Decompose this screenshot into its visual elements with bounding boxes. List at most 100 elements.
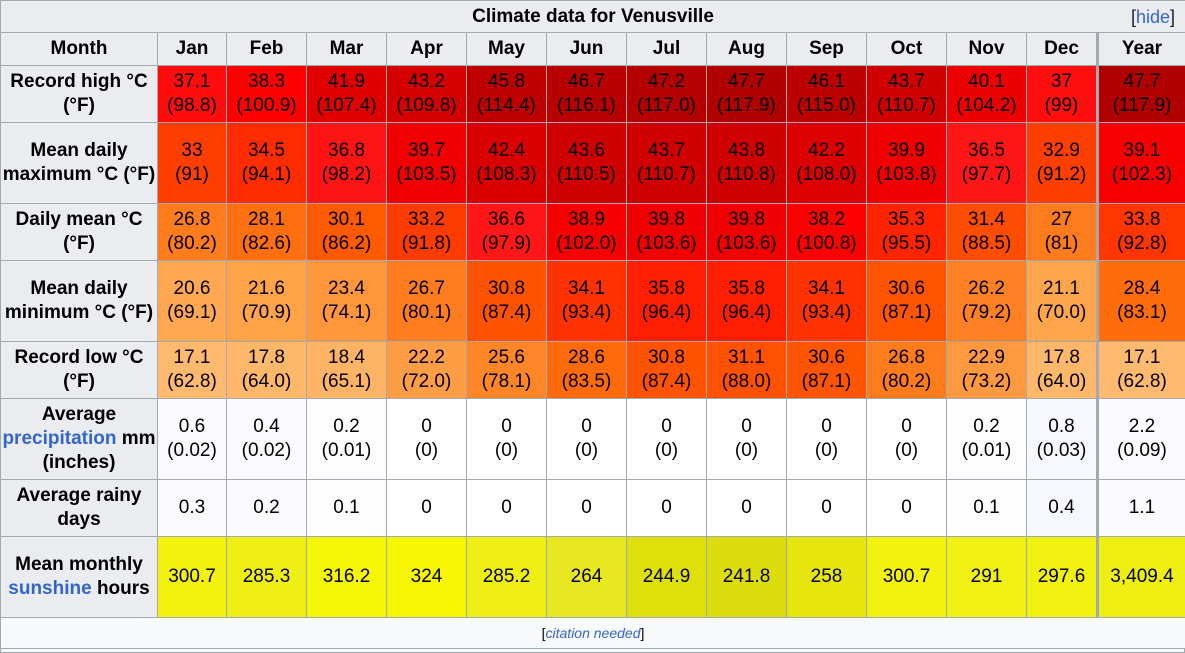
celsius-value: 18.4 — [328, 347, 365, 368]
secondary-value: (0.09) — [1117, 440, 1167, 461]
row-label-text: hours — [91, 578, 150, 599]
celsius-value: 0.1 — [973, 497, 1000, 518]
table-caption-row: Climate data for Venusville [hide] — [0, 0, 1185, 33]
data-cell: 0.6 (0.02) — [157, 398, 227, 480]
celsius-value: 0.2 — [253, 497, 280, 518]
secondary-value: (117.9) — [1112, 95, 1172, 116]
row-label: Mean daily maximum °C (°F) — [0, 122, 158, 204]
row-label: Average precipitation mm (inches) — [0, 398, 158, 480]
celsius-value: 36.5 — [968, 140, 1005, 161]
secondary-value: (114.4) — [477, 95, 536, 116]
citation-needed-link[interactable]: citation needed — [545, 625, 641, 641]
secondary-value: (70.9) — [241, 302, 292, 323]
data-cell: 0 — [386, 479, 467, 537]
data-cell: 31.1 (88.0) — [706, 341, 787, 399]
secondary-value: (74.1) — [321, 302, 372, 323]
celsius-value: 1.1 — [1128, 497, 1156, 518]
data-cell: 35.8 (96.4) — [626, 260, 707, 342]
data-cell: 244.9 — [626, 536, 707, 618]
secondary-value: (110.7) — [637, 164, 696, 185]
table-title: Climate data for Venusville — [472, 5, 714, 27]
data-cell: 316.2 — [306, 536, 387, 618]
data-cell: 28.1 (82.6) — [226, 203, 307, 261]
data-cell: 0 (0) — [386, 398, 467, 480]
secondary-value: (92.8) — [1117, 233, 1167, 254]
row-label-link[interactable]: precipitation — [2, 428, 117, 449]
month-header-dec: Dec — [1026, 32, 1098, 66]
data-cell: 26.8 (80.2) — [866, 341, 947, 399]
data-cell: 45.8 (114.4) — [466, 65, 547, 123]
celsius-value: 300.7 — [168, 566, 216, 587]
celsius-value: 0 — [581, 416, 592, 437]
data-cell: 36.6 (97.9) — [466, 203, 547, 261]
data-cell: 0.1 — [946, 479, 1027, 537]
data-cell: 0 — [706, 479, 787, 537]
celsius-value: 297.6 — [1037, 566, 1086, 587]
secondary-value: (96.4) — [721, 302, 772, 323]
data-cell: 47.2 (117.0) — [626, 65, 707, 123]
celsius-value: 0 — [901, 416, 912, 437]
celsius-value: 46.7 — [568, 71, 605, 92]
data-cell: 0.3 — [157, 479, 227, 537]
celsius-value: 38.9 — [568, 209, 605, 230]
secondary-value: (110.5) — [557, 164, 616, 185]
data-cell: 0 — [546, 479, 627, 537]
month-column-header: Month — [0, 32, 158, 66]
secondary-value: (117.9) — [717, 95, 776, 116]
secondary-value: (96.4) — [641, 302, 692, 323]
hide-toggle: [hide] — [1130, 7, 1175, 27]
data-cell: 20.6 (69.1) — [157, 260, 227, 342]
celsius-value: 30.6 — [808, 347, 845, 368]
secondary-value: (98.2) — [321, 164, 372, 185]
hide-link[interactable]: hide — [1135, 7, 1170, 27]
secondary-value: (87.4) — [641, 371, 692, 392]
data-cell: 324 — [386, 536, 467, 618]
data-cell: 30.8 (87.4) — [466, 260, 547, 342]
celsius-value: 3,409.4 — [1110, 566, 1174, 587]
data-cell: 30.6 (87.1) — [786, 341, 867, 399]
secondary-value: (97.7) — [961, 164, 1012, 185]
secondary-value: (94.1) — [241, 164, 292, 185]
secondary-value: (102.3) — [1111, 164, 1173, 185]
celsius-value: 0.2 — [973, 416, 1000, 437]
secondary-value: (103.6) — [716, 233, 777, 254]
celsius-value: 324 — [410, 566, 443, 587]
secondary-value: (108.0) — [796, 164, 857, 185]
secondary-value: (70.0) — [1036, 302, 1087, 323]
data-cell: 285.3 — [226, 536, 307, 618]
celsius-value: 26.8 — [888, 347, 925, 368]
secondary-value: (110.7) — [877, 95, 936, 116]
celsius-value: 42.2 — [808, 140, 845, 161]
celsius-value: 291 — [970, 566, 1003, 587]
row-label: Daily mean °C (°F) — [0, 203, 158, 261]
secondary-value: (83.1) — [1117, 302, 1167, 323]
data-cell: 39.8 (103.6) — [626, 203, 707, 261]
data-cell: 258 — [786, 536, 867, 618]
secondary-value: (0) — [654, 440, 679, 461]
secondary-value: (97.9) — [481, 233, 532, 254]
celsius-value: 37 — [1050, 71, 1073, 92]
data-cell: 39.8 (103.6) — [706, 203, 787, 261]
secondary-value: (0.01) — [961, 440, 1012, 461]
row-label-link[interactable]: sunshine — [8, 578, 92, 599]
data-cell: 38.9 (102.0) — [546, 203, 627, 261]
secondary-value: (93.4) — [561, 302, 612, 323]
row-label: Mean daily minimum °C (°F) — [0, 260, 158, 342]
data-cell: 43.7 (110.7) — [626, 122, 707, 204]
celsius-value: 43.6 — [568, 140, 605, 161]
table-row: Average rainy days 0.3 0.2 0.1 0 0 0 0 0 0 0 0.1 0.4… — [0, 479, 1185, 537]
celsius-value: 285.2 — [482, 566, 531, 587]
data-cell: 35.3 (95.5) — [866, 203, 947, 261]
data-cell: 21.6 (70.9) — [226, 260, 307, 342]
month-header-sep: Sep — [786, 32, 867, 66]
month-header-aug: Aug — [706, 32, 787, 66]
data-cell: 36.8 (98.2) — [306, 122, 387, 204]
data-cell: 34.1 (93.4) — [786, 260, 867, 342]
secondary-value: (109.8) — [396, 95, 457, 116]
data-cell: 25.6 (78.1) — [466, 341, 547, 399]
row-label-text: Average — [41, 404, 117, 425]
celsius-value: 0 — [501, 497, 512, 518]
row-label-text: Mean monthly — [15, 554, 143, 575]
data-cell: 38.3 (100.9) — [226, 65, 307, 123]
secondary-value: (104.2) — [956, 95, 1017, 116]
